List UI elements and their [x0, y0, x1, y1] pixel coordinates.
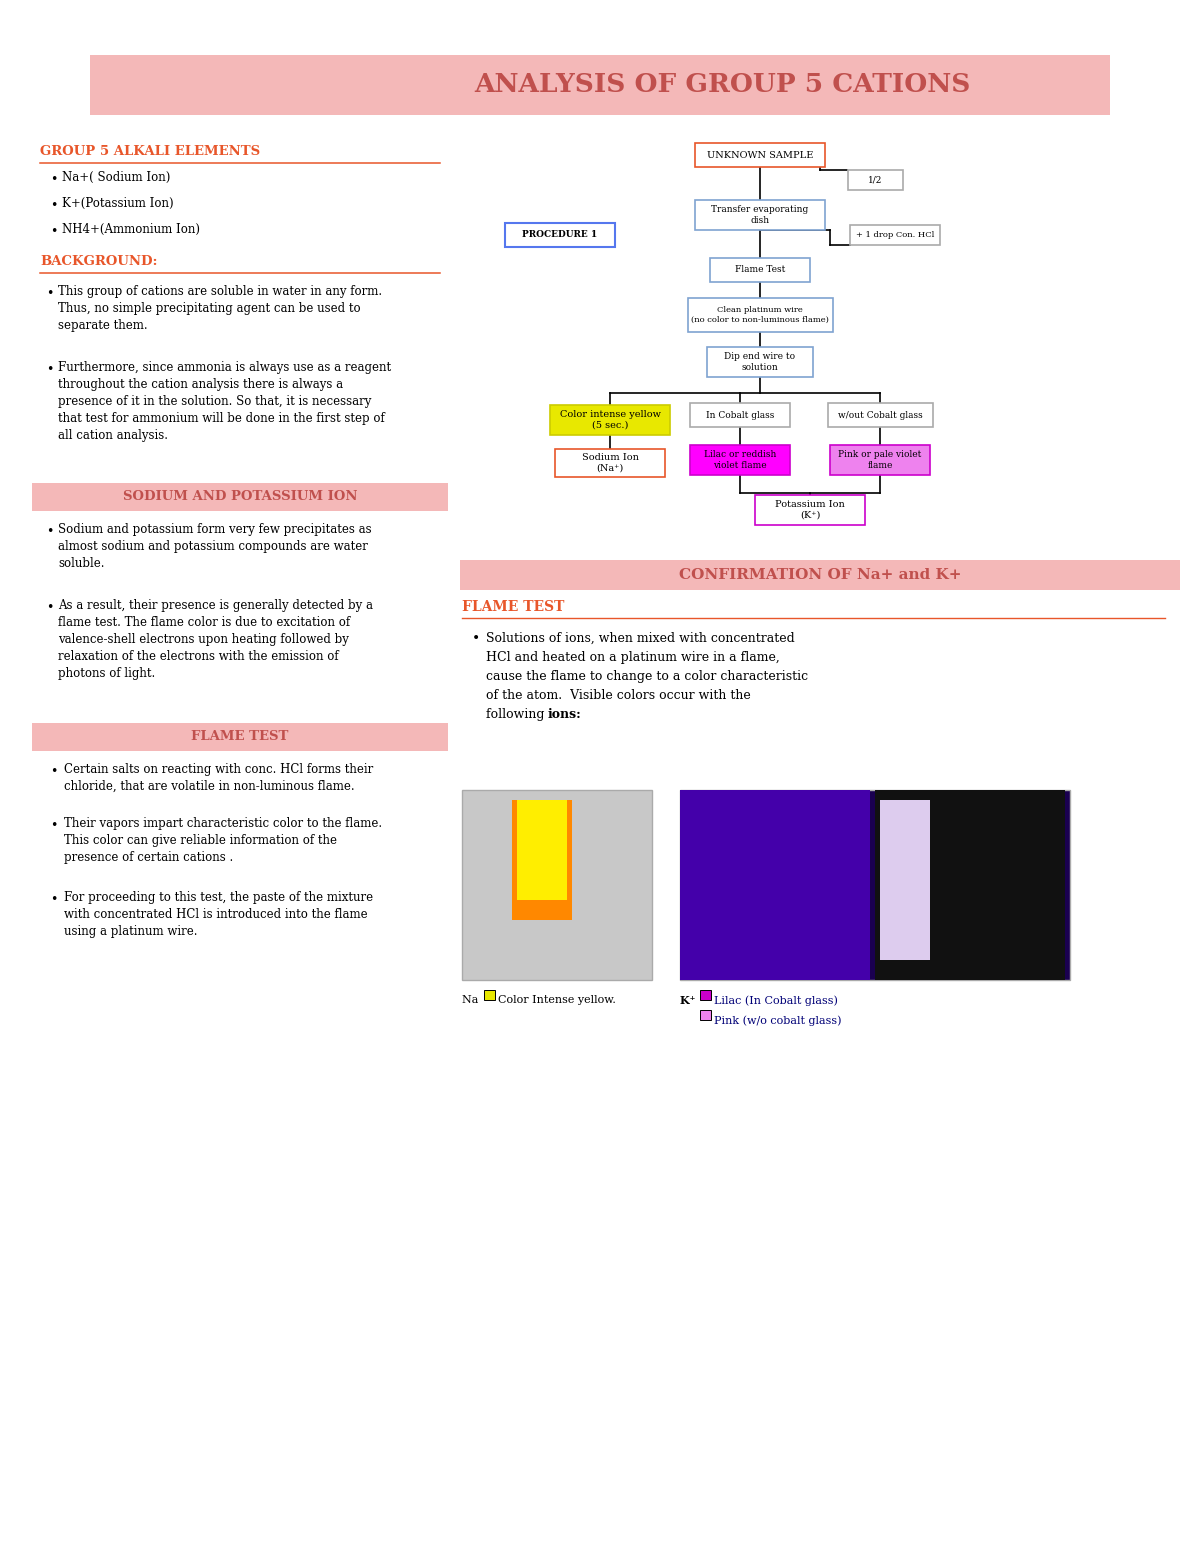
Bar [695, 200, 826, 230]
Text: FLAME TEST: FLAME TEST [462, 599, 564, 613]
Text: Transfer evaporating
dish: Transfer evaporating dish [712, 205, 809, 225]
Text: 1/2: 1/2 [868, 175, 882, 185]
Bar [688, 298, 833, 332]
Text: FLAME TEST: FLAME TEST [191, 730, 289, 744]
Text: Pink or pale violet
flame: Pink or pale violet flame [839, 450, 922, 469]
Text: BACKGROUND:: BACKGROUND: [40, 255, 157, 269]
Text: Their vapors impart characteristic color to the flame.
This color can give relia: Their vapors impart characteristic color… [64, 817, 382, 863]
Bar [755, 495, 865, 525]
Text: •: • [50, 199, 58, 213]
Text: K+(Potassium Ion): K+(Potassium Ion) [62, 197, 174, 210]
Bar [460, 561, 1180, 590]
Text: Lilac (In Cobalt glass): Lilac (In Cobalt glass) [714, 995, 838, 1005]
Bar [690, 402, 790, 427]
Bar [850, 225, 940, 245]
Text: •: • [50, 225, 58, 238]
Bar [710, 258, 810, 283]
Text: K⁺: K⁺ [680, 995, 700, 1006]
Text: In Cobalt glass: In Cobalt glass [706, 410, 774, 419]
Bar [695, 143, 826, 168]
Text: Color intense yellow
(5 sec.): Color intense yellow (5 sec.) [559, 410, 660, 430]
Bar [875, 790, 1066, 980]
Text: Na: Na [462, 995, 482, 1005]
Text: As a result, their presence is generally detected by a
flame test. The flame col: As a result, their presence is generally… [58, 599, 373, 680]
Text: CONFIRMATION OF Na+ and K+: CONFIRMATION OF Na+ and K+ [679, 568, 961, 582]
Bar [32, 483, 448, 511]
Bar [32, 724, 448, 752]
Text: •: • [46, 601, 53, 613]
Text: GROUP 5 ALKALI ELEMENTS: GROUP 5 ALKALI ELEMENTS [40, 144, 260, 158]
Bar [828, 402, 932, 427]
Text: Dip end wire to
solution: Dip end wire to solution [725, 353, 796, 371]
Text: This group of cations are soluble in water in any form.
Thus, no simple precipit: This group of cations are soluble in wat… [58, 286, 382, 332]
Text: Solutions of ions, when mixed with concentrated: Solutions of ions, when mixed with conce… [486, 632, 794, 644]
Text: •: • [46, 525, 53, 537]
Bar [554, 449, 665, 477]
Text: ions:: ions: [548, 708, 582, 721]
Text: UNKNOWN SAMPLE: UNKNOWN SAMPLE [707, 151, 814, 160]
Bar [680, 790, 1070, 980]
Bar [517, 800, 568, 901]
Text: For proceeding to this test, the paste of the mixture
with concentrated HCl is i: For proceeding to this test, the paste o… [64, 891, 373, 938]
Text: Na+( Sodium Ion): Na+( Sodium Ion) [62, 171, 170, 183]
Bar [880, 800, 930, 960]
Bar [512, 800, 572, 919]
Text: •: • [472, 632, 480, 646]
Text: Pink (w/o cobalt glass): Pink (w/o cobalt glass) [714, 1016, 841, 1025]
Bar [830, 446, 930, 475]
Bar [462, 790, 652, 980]
Bar [90, 54, 1110, 115]
Text: Sodium Ion
(Na⁺): Sodium Ion (Na⁺) [582, 453, 638, 472]
Text: Clean platinum wire
(no color to non-luminous flame): Clean platinum wire (no color to non-lum… [691, 306, 829, 323]
Text: Potassium Ion
(K⁺): Potassium Ion (K⁺) [775, 500, 845, 520]
Bar [680, 790, 870, 980]
Text: Color Intense yellow.: Color Intense yellow. [498, 995, 616, 1005]
Bar [708, 346, 812, 377]
Bar [550, 405, 670, 435]
Text: HCl and heated on a platinum wire in a flame,: HCl and heated on a platinum wire in a f… [486, 651, 780, 665]
Text: ANALYSIS OF GROUP 5 CATIONS: ANALYSIS OF GROUP 5 CATIONS [474, 73, 971, 98]
Bar [700, 1009, 710, 1020]
Text: Sodium and potassium form very few precipitates as
almost sodium and potassium c: Sodium and potassium form very few preci… [58, 523, 372, 570]
Text: •: • [46, 363, 53, 376]
Text: •: • [50, 818, 58, 832]
Text: Certain salts on reacting with conc. HCl forms their
chloride, that are volatile: Certain salts on reacting with conc. HCl… [64, 763, 373, 794]
Bar [847, 169, 902, 189]
Bar [505, 224, 616, 247]
Bar [700, 989, 710, 1000]
Text: of the atom.  Visible colors occur with the: of the atom. Visible colors occur with t… [486, 690, 751, 702]
Text: following: following [486, 708, 548, 721]
Text: + 1 drop Con. HCl: + 1 drop Con. HCl [856, 231, 934, 239]
Bar [690, 446, 790, 475]
Text: PROCEDURE 1: PROCEDURE 1 [522, 230, 598, 239]
Text: Lilac or reddish
violet flame: Lilac or reddish violet flame [704, 450, 776, 469]
Text: •: • [50, 172, 58, 186]
Text: Furthermore, since ammonia is always use as a reagent
throughout the cation anal: Furthermore, since ammonia is always use… [58, 360, 391, 443]
Text: Flame Test: Flame Test [734, 266, 785, 275]
Text: •: • [50, 893, 58, 905]
Bar [484, 989, 496, 1000]
Text: •: • [46, 287, 53, 300]
Text: •: • [50, 766, 58, 778]
Text: SODIUM AND POTASSIUM ION: SODIUM AND POTASSIUM ION [122, 491, 358, 503]
Text: w/out Cobalt glass: w/out Cobalt glass [838, 410, 923, 419]
Text: cause the flame to change to a color characteristic: cause the flame to change to a color cha… [486, 669, 808, 683]
Text: NH4+(Ammonium Ion): NH4+(Ammonium Ion) [62, 224, 200, 236]
